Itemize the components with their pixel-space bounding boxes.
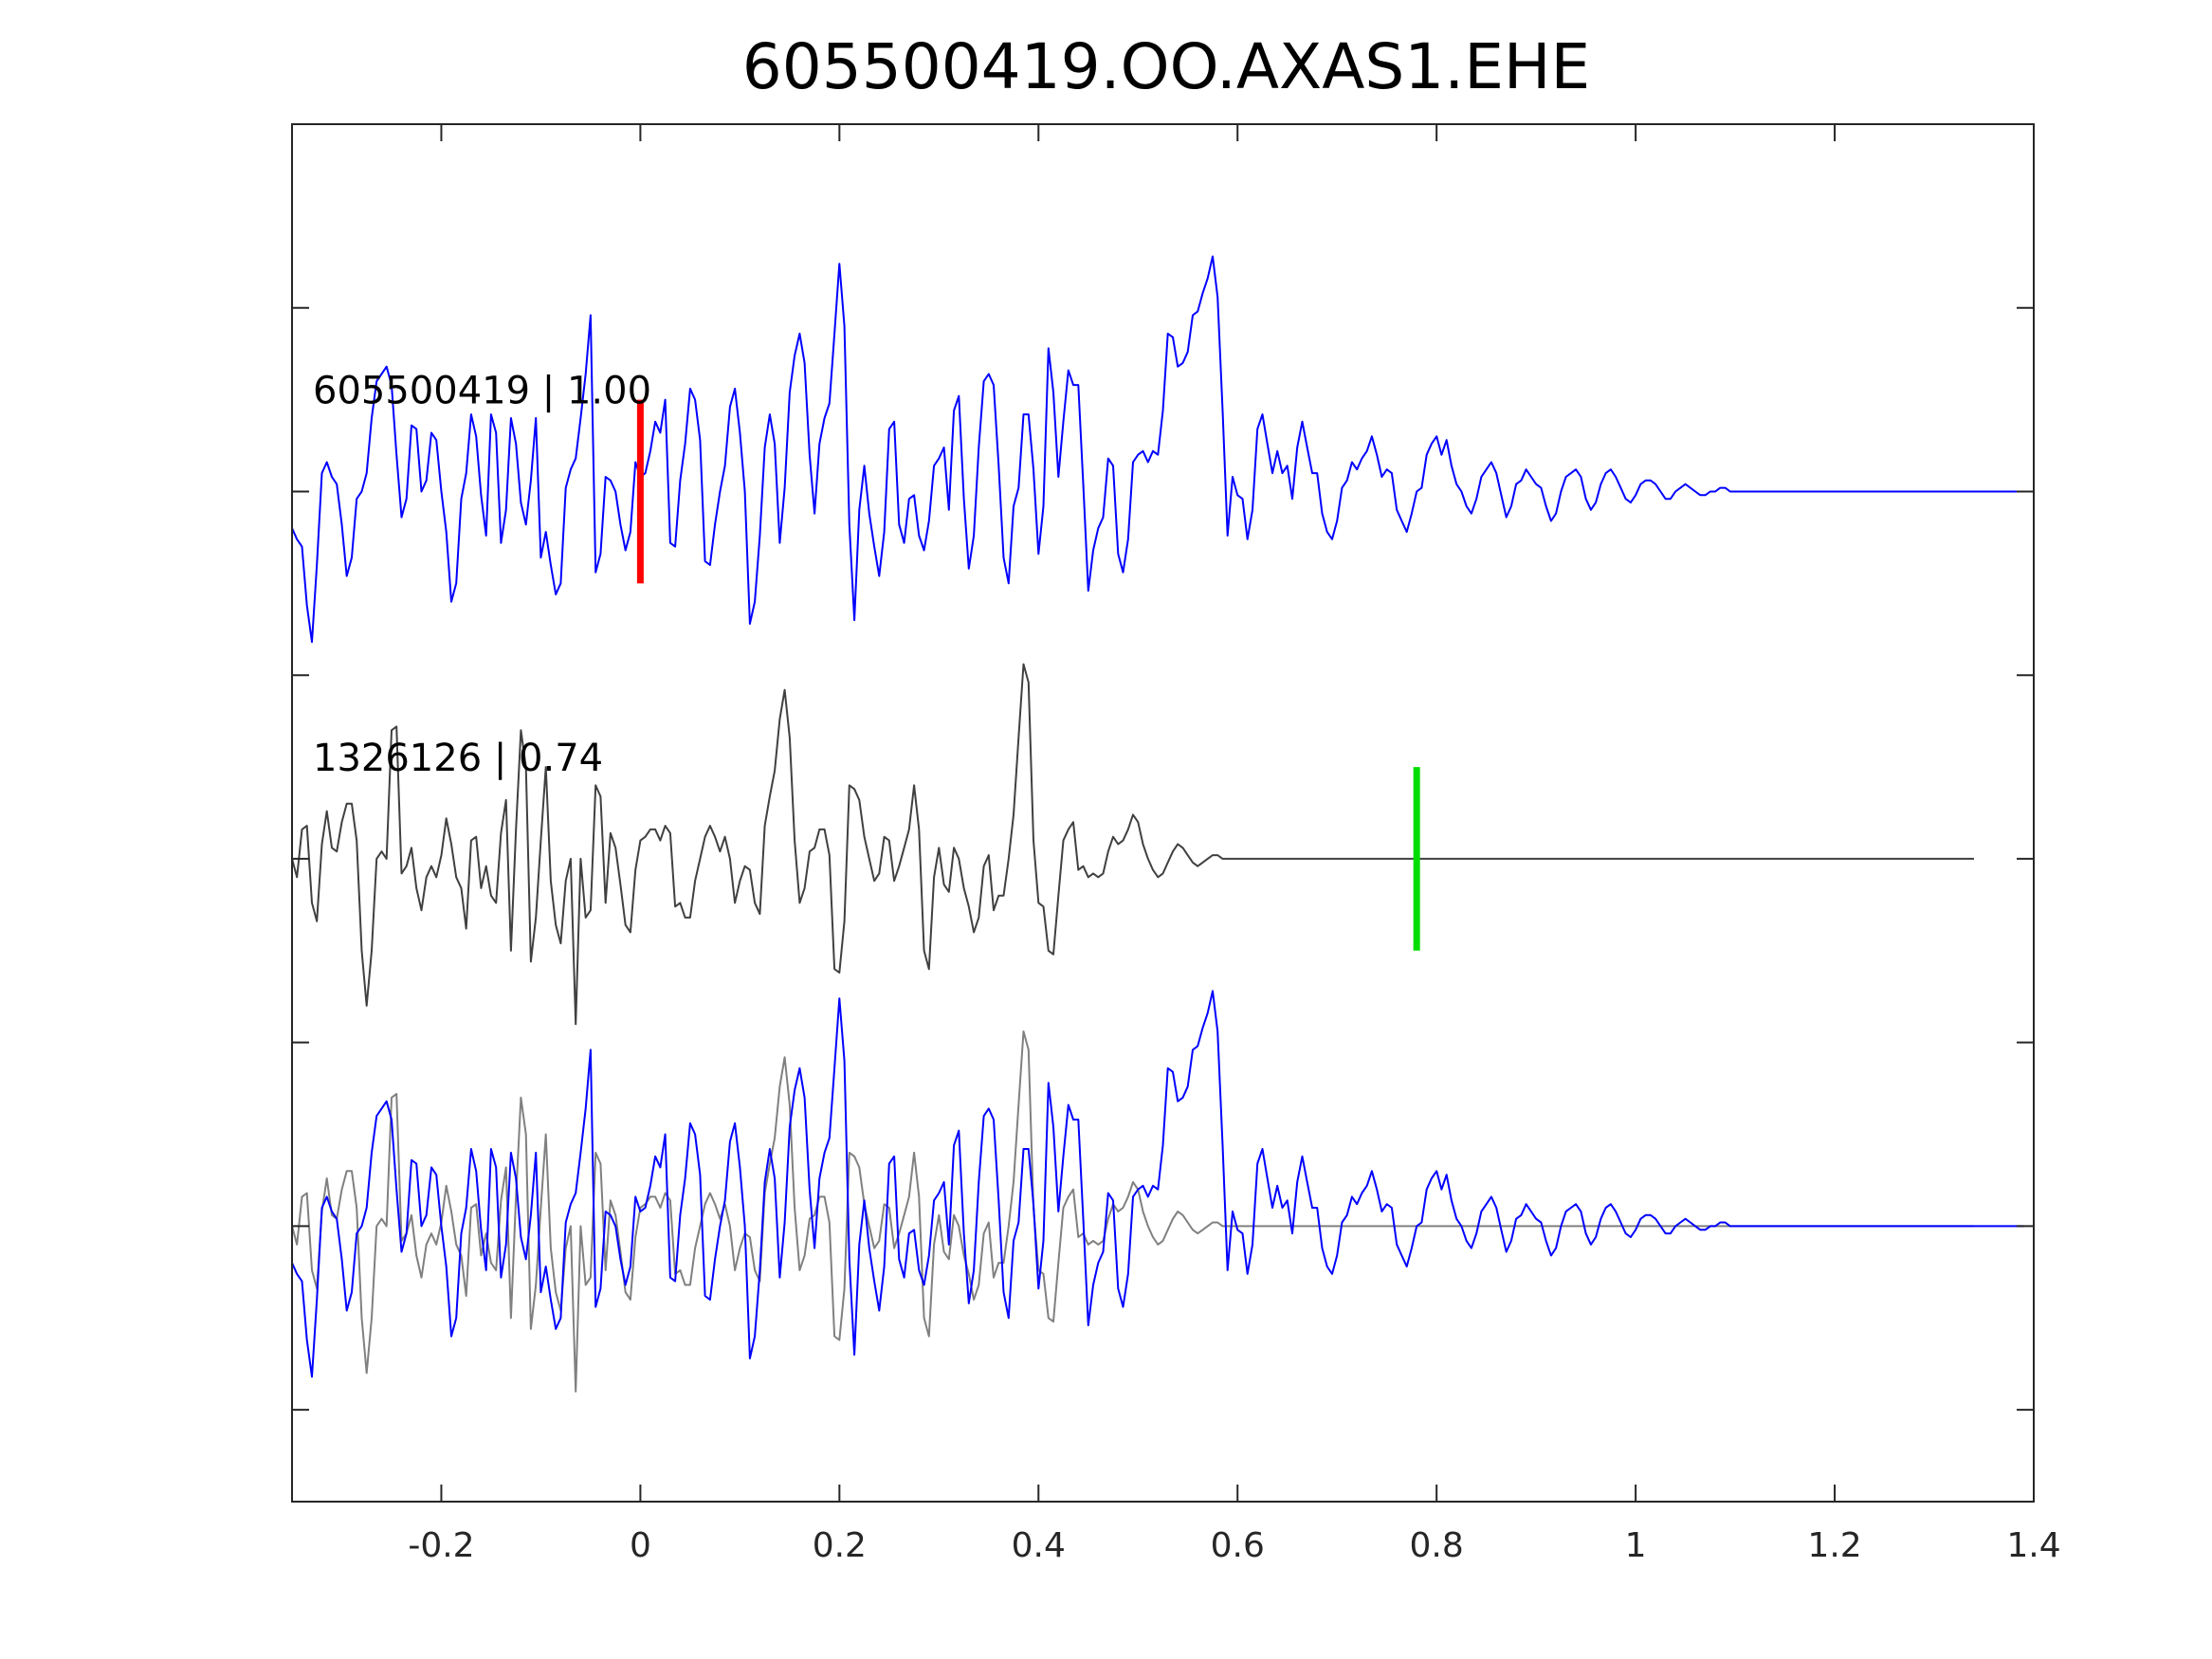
trace-label-1: 605500419 | 1.00 — [313, 369, 651, 412]
x-tick-label: 1.4 — [2006, 1526, 2060, 1565]
trace-line-1 — [291, 255, 2024, 644]
x-tick-label: 0.2 — [813, 1526, 867, 1565]
axes-box — [291, 123, 2035, 1503]
x-tick-label: 0.8 — [1410, 1526, 1464, 1565]
trace-label-2: 1326126 | 0.74 — [313, 737, 603, 780]
x-tick-label: -0.2 — [408, 1526, 474, 1565]
marker-layer — [636, 399, 1420, 951]
overlay-line-2 — [291, 990, 2024, 1378]
x-tick-label: 1 — [1625, 1526, 1647, 1565]
overlay-line-1 — [291, 1030, 1974, 1393]
x-tick-label: 0.6 — [1211, 1526, 1265, 1565]
tick-layer: -0.2 0 0.2 0.4 0.6 0.8 1 1.2 1.4 — [292, 124, 2061, 1565]
chart-title: 605500419.OO.AXAS1.EHE — [742, 30, 1591, 103]
trace-line-2 — [291, 663, 1974, 1026]
x-tick-label: 0.4 — [1012, 1526, 1066, 1565]
x-tick-label: 0 — [630, 1526, 651, 1565]
trace-layer — [291, 255, 2024, 1393]
trace-label-layer: 605500419 | 1.00 1326126 | 0.74 — [313, 369, 651, 779]
x-tick-label: 1.2 — [1807, 1526, 1861, 1565]
